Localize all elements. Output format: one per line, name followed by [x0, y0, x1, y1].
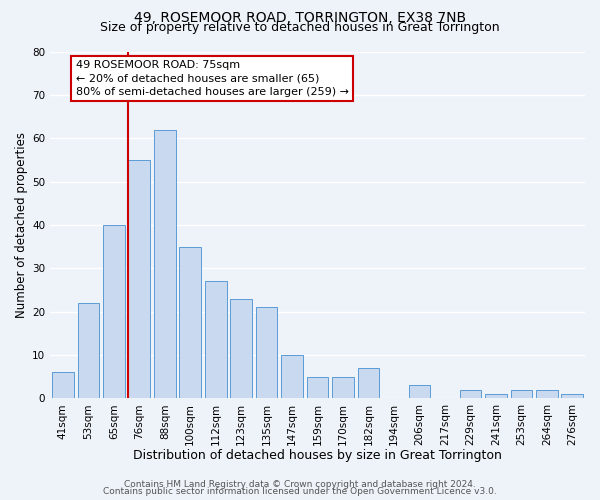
Bar	[332, 376, 354, 398]
Text: Size of property relative to detached houses in Great Torrington: Size of property relative to detached ho…	[100, 21, 500, 34]
Bar	[536, 390, 557, 398]
Bar	[485, 394, 506, 398]
Text: Contains public sector information licensed under the Open Government Licence v3: Contains public sector information licen…	[103, 487, 497, 496]
Bar	[307, 376, 328, 398]
Bar	[179, 246, 201, 398]
X-axis label: Distribution of detached houses by size in Great Torrington: Distribution of detached houses by size …	[133, 450, 502, 462]
Bar	[460, 390, 481, 398]
Bar	[103, 225, 125, 398]
Bar	[511, 390, 532, 398]
Y-axis label: Number of detached properties: Number of detached properties	[15, 132, 28, 318]
Text: Contains HM Land Registry data © Crown copyright and database right 2024.: Contains HM Land Registry data © Crown c…	[124, 480, 476, 489]
Bar	[52, 372, 74, 398]
Bar	[409, 386, 430, 398]
Bar	[281, 355, 303, 399]
Bar	[256, 308, 277, 398]
Bar	[230, 298, 252, 398]
Bar	[77, 303, 99, 398]
Text: 49, ROSEMOOR ROAD, TORRINGTON, EX38 7NB: 49, ROSEMOOR ROAD, TORRINGTON, EX38 7NB	[134, 11, 466, 25]
Bar	[128, 160, 150, 398]
Bar	[205, 282, 227, 399]
Bar	[358, 368, 379, 398]
Text: 49 ROSEMOOR ROAD: 75sqm
← 20% of detached houses are smaller (65)
80% of semi-de: 49 ROSEMOOR ROAD: 75sqm ← 20% of detache…	[76, 60, 349, 96]
Bar	[154, 130, 176, 398]
Bar	[562, 394, 583, 398]
